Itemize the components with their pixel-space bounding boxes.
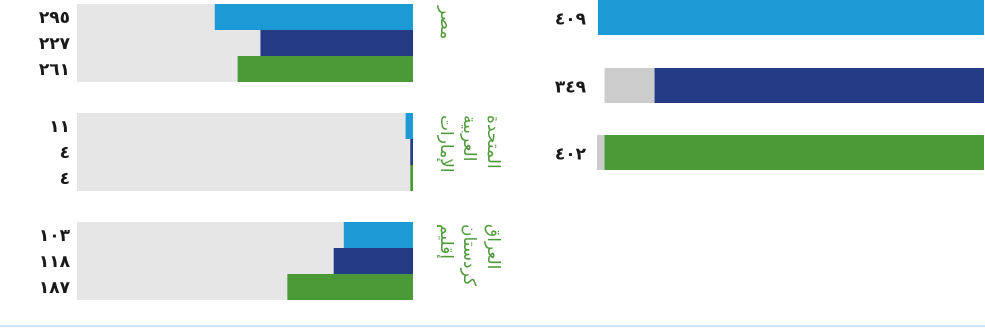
value-label-g0-s2: ٢٦١ [39,60,70,80]
bar-g2-s0 [343,222,413,248]
bar-g0-s0 [214,4,413,30]
value-label-g0-s1: ٢٢٧ [39,34,71,54]
region-label-g1-l0: الإمارات [436,115,456,173]
value-label-g1-s2: ٤ [60,169,70,189]
bar-g1-s1 [410,139,413,165]
region-label-g2-l0: إقليم [436,224,456,259]
region-label-g1-l2: المتحدة [483,115,503,169]
bar-g1-s0 [405,113,413,139]
total-label-1: ٣٤٩ [555,78,587,98]
total-bar-2 [604,135,984,170]
total-bar-0 [597,0,984,35]
bar-g1-s2 [410,165,413,191]
bar-g0-s2 [237,56,413,82]
total-bar-1 [654,68,984,103]
region-label-g1-l1: العربية [459,115,479,161]
value-label-g2-s0: ١٠٣ [39,226,71,246]
bar-g2-s2 [287,274,413,300]
bottom-divider [0,325,985,327]
region-label-g2-l2: العراق [483,224,503,269]
bar-g0-s1 [260,30,413,56]
total-label-2: ٤٠٢ [555,145,587,165]
bar-g2-s1 [333,248,413,274]
value-label-g1-s1: ٤ [60,143,70,163]
total-label-0: ٤٠٩ [555,10,587,30]
region-label-g0-l0: مصر [436,5,456,39]
group-track-1 [77,113,413,191]
value-label-g2-s1: ١١٨ [39,252,71,272]
region-label-g2-l1: كردستان [459,224,479,287]
value-label-g1-s0: ١١ [49,117,70,137]
value-label-g0-s0: ٢٩٥ [39,8,70,28]
value-label-g2-s2: ١٨٧ [39,278,71,298]
